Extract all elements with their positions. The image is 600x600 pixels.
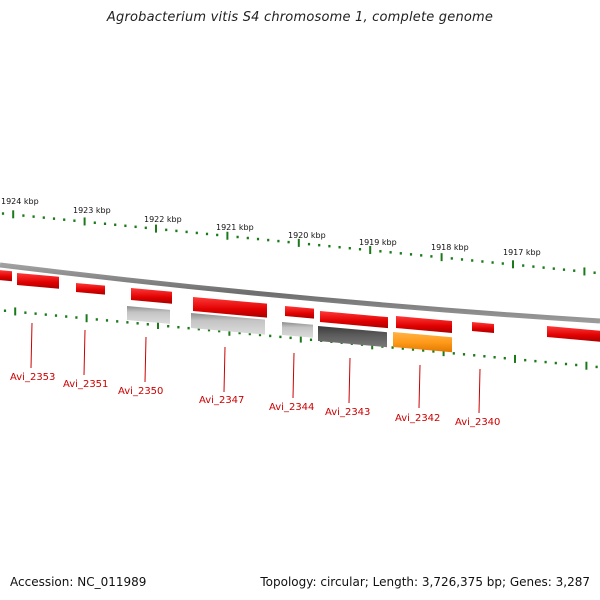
gene-feature-red	[396, 316, 452, 334]
gene-label[interactable]: Avi_2343	[325, 407, 370, 418]
gene-feature-light-gray	[282, 322, 313, 338]
gene-label[interactable]: Avi_2340	[455, 417, 500, 428]
chromosome-backbone	[0, 262, 600, 324]
gene-label-leaders	[30, 322, 481, 414]
outer-scale-ticks	[1, 210, 596, 276]
scale-tick-label: 1920 kbp	[288, 231, 326, 240]
gene-label[interactable]: Avi_2350	[118, 386, 163, 397]
genome-summary-text: Topology: circular; Length: 3,726,375 bp…	[260, 575, 590, 589]
scale-tick-label: 1924 kbp	[1, 197, 39, 206]
gene-feature-red	[17, 273, 59, 289]
gene-label-leader-line	[348, 357, 351, 404]
gene-label[interactable]: Avi_2347	[199, 395, 244, 406]
gene-label-leader-line	[292, 352, 295, 399]
gene-feature-red	[547, 326, 600, 342]
gene-label[interactable]: Avi_2344	[269, 402, 314, 413]
accession-text: Accession: NC_011989	[10, 575, 147, 589]
gene-features	[0, 270, 600, 353]
scale-tick-labels: 1924 kbp 1923 kbp 1922 kbp 1921 kbp 1920 kbp…	[1, 197, 541, 257]
gene-label-leader-line	[83, 329, 86, 376]
gene-label[interactable]: Avi_2353	[10, 372, 55, 383]
gene-feature-red	[320, 311, 388, 329]
gene-feature-light-gray	[127, 306, 170, 324]
gene-feature-light-gray	[191, 313, 265, 335]
gene-label-leader-line	[478, 368, 481, 414]
gene-label-leader-line	[418, 364, 421, 409]
scale-tick-label: 1922 kbp	[144, 215, 182, 224]
gene-feature-red	[131, 288, 172, 304]
gene-feature-red	[285, 306, 314, 319]
scale-tick-label: 1921 kbp	[216, 223, 254, 232]
gene-feature-dark-gray	[318, 326, 387, 348]
scale-tick-label: 1919 kbp	[359, 238, 397, 247]
gene-label-leader-line	[144, 336, 147, 383]
gene-label-leader-line	[30, 322, 33, 369]
gene-feature-orange	[393, 332, 452, 353]
gene-label-leader-line	[223, 346, 226, 393]
gene-feature-red	[76, 283, 105, 295]
scale-tick-label: 1917 kbp	[503, 248, 541, 257]
gene-labels: Avi_2353 Avi_2351 Avi_2350 Avi_2347 Avi_2344…	[10, 372, 500, 428]
gene-feature-red	[472, 322, 494, 333]
gene-label[interactable]: Avi_2351	[63, 379, 108, 390]
gene-feature-red	[0, 270, 12, 282]
gene-label[interactable]: Avi_2342	[395, 413, 440, 424]
gene-feature-red	[193, 297, 267, 318]
map-title: Agrobacterium vitis S4 chromosome 1, com…	[106, 10, 494, 25]
scale-tick-label: 1918 kbp	[431, 243, 469, 252]
scale-tick-label: 1923 kbp	[73, 206, 111, 215]
